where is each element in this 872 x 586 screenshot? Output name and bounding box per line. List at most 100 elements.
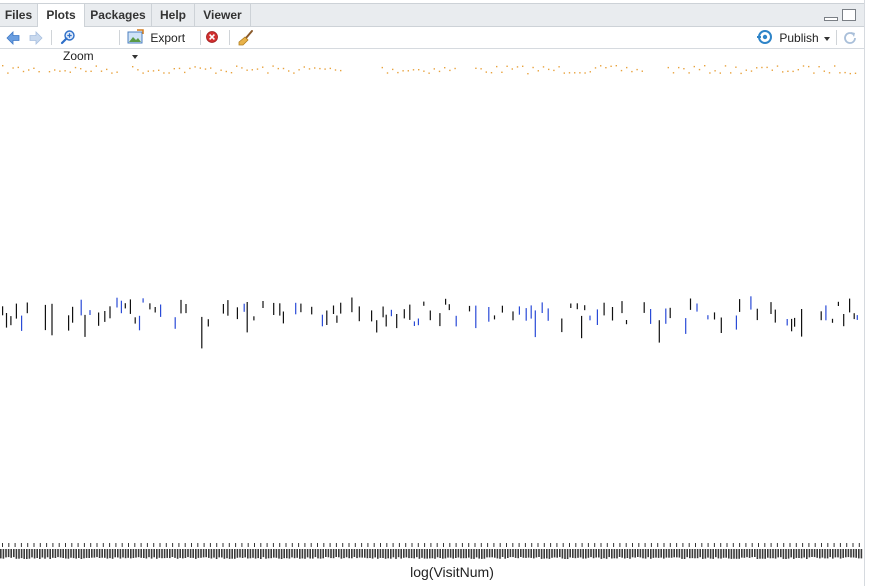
x-tick-label-mark: [197, 549, 200, 558]
x-tick-label-mark: [208, 549, 210, 558]
data-point: [17, 66, 19, 69]
x-tick-label-mark: [811, 549, 813, 557]
x-axis-tick: [695, 543, 696, 547]
x-tick-label-mark: [262, 549, 265, 558]
data-point: [199, 67, 201, 69]
x-tick-label-mark: [436, 549, 439, 558]
data-point: [262, 66, 264, 68]
x-tick-label-mark: [364, 549, 366, 558]
x-tick-label-mark: [85, 549, 88, 558]
tab-packages[interactable]: Packages: [85, 4, 152, 27]
back-button[interactable]: [4, 29, 22, 47]
data-segment: [185, 304, 187, 314]
x-tick-label-mark: [405, 549, 408, 558]
data-segment: [512, 311, 514, 321]
x-axis-tick: [663, 543, 665, 547]
x-tick-label-mark: [57, 549, 59, 558]
x-tick-label-mark: [62, 549, 64, 558]
x-tick-label-mark: [751, 549, 753, 558]
x-tick-label-mark: [689, 549, 691, 559]
x-axis-tick: [581, 543, 583, 547]
data-segment: [160, 304, 162, 317]
tab-help[interactable]: Help: [152, 4, 195, 27]
data-point: [574, 72, 576, 74]
data-point: [667, 66, 669, 69]
refresh-button[interactable]: [842, 29, 858, 47]
x-tick-label-mark: [179, 549, 181, 558]
x-tick-label-mark: [535, 549, 538, 558]
x-tick-label-mark: [598, 549, 600, 558]
x-tick-label-mark: [743, 549, 746, 558]
export-menu-button[interactable]: Export: [127, 29, 195, 59]
x-tick-label-mark: [660, 549, 662, 558]
plots-toolbar: Zoom Export: [0, 27, 864, 63]
data-point: [147, 70, 149, 72]
data-segment: [448, 304, 450, 311]
x-tick-label-mark: [548, 549, 551, 559]
x-axis-tick: [71, 543, 73, 547]
x-tick-label-mark: [93, 549, 96, 558]
data-point: [724, 65, 727, 67]
x-tick-label-mark: [702, 549, 704, 559]
publish-menu-button[interactable]: Publish: [756, 29, 832, 47]
x-tick-label-mark: [652, 549, 655, 558]
x-tick-label-mark: [821, 549, 824, 558]
x-tick-label-mark: [488, 549, 491, 558]
x-tick-label-mark: [119, 549, 122, 559]
data-point: [386, 72, 389, 74]
data-segment: [596, 309, 598, 325]
x-tick-label-mark: [785, 549, 787, 559]
zoom-button[interactable]: Zoom: [60, 29, 112, 63]
x-tick-label-mark: [842, 549, 844, 558]
data-point: [178, 67, 181, 70]
x-axis-tick: [298, 543, 300, 547]
x-axis-tick: [2, 543, 3, 547]
clear-all-plots-button[interactable]: [237, 29, 255, 47]
x-tick-label-mark: [28, 549, 31, 559]
data-point: [558, 66, 560, 68]
x-axis-tick: [342, 543, 344, 547]
x-axis-tick: [852, 543, 854, 547]
data-segment: [561, 318, 563, 333]
remove-plot-button[interactable]: [205, 29, 219, 47]
x-tick-label-mark: [257, 549, 259, 559]
data-point: [184, 71, 186, 74]
tab-plots[interactable]: Plots: [38, 4, 85, 28]
data-point: [454, 67, 456, 70]
x-axis-tick: [146, 543, 148, 547]
data-point: [693, 65, 695, 68]
forward-button[interactable]: [27, 29, 45, 47]
data-segment: [589, 315, 591, 321]
x-axis-tick: [632, 543, 633, 547]
x-tick-label-mark: [808, 549, 811, 558]
data-segment: [696, 303, 698, 312]
x-tick-label-mark: [772, 549, 774, 559]
x-axis-tick: [644, 543, 646, 547]
x-tick-label-mark: [348, 549, 350, 559]
x-tick-label-mark: [439, 549, 441, 558]
data-segment: [445, 298, 447, 305]
x-tick-label-mark: [600, 549, 603, 559]
tab-viewer[interactable]: Viewer: [195, 4, 251, 27]
data-segment: [201, 316, 203, 349]
points-band-top: [2, 65, 857, 75]
x-tick-label-mark: [566, 549, 569, 559]
x-tick-label-mark: [678, 549, 681, 558]
x-axis-tick: [46, 543, 48, 547]
maximize-pane-button[interactable]: [842, 9, 856, 21]
publish-label: Publish: [779, 31, 819, 45]
data-segment: [84, 314, 86, 337]
x-tick-label-mark: [52, 549, 54, 558]
x-tick-label-mark: [291, 549, 293, 558]
x-tick-label-mark: [676, 549, 678, 558]
tab-files[interactable]: Files: [0, 4, 38, 27]
data-segment: [5, 313, 8, 328]
x-tick-label-mark: [832, 549, 834, 559]
minimize-pane-button[interactable]: [824, 17, 838, 21]
x-tick-label-mark: [837, 549, 839, 558]
x-tick-label-mark: [140, 549, 142, 558]
x-tick-label-mark: [595, 549, 597, 558]
x-tick-label-mark: [533, 549, 535, 559]
x-tick-label-mark: [501, 549, 504, 557]
x-axis-tick: [367, 543, 369, 547]
